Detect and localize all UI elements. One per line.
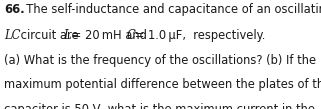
Text: C: C [126, 29, 135, 42]
Text: capacitor is 50 V, what is the maximum current in the: capacitor is 50 V, what is the maximum c… [4, 103, 315, 109]
Text: 66.: 66. [4, 3, 24, 16]
Text: maximum potential difference between the plates of the: maximum potential difference between the… [4, 78, 321, 91]
Text: The self-inductance and capacitance of an oscillating: The self-inductance and capacitance of a… [19, 3, 321, 16]
Text: LC: LC [4, 29, 20, 42]
Text: circuit are: circuit are [17, 29, 82, 42]
Text: (a) What is the frequency of the oscillations? (b) If the: (a) What is the frequency of the oscilla… [4, 54, 316, 67]
Text: = 1.0 μF,  respectively.: = 1.0 μF, respectively. [131, 29, 265, 42]
Text: L: L [63, 29, 71, 42]
Text: = 20 mH and: = 20 mH and [68, 29, 151, 42]
